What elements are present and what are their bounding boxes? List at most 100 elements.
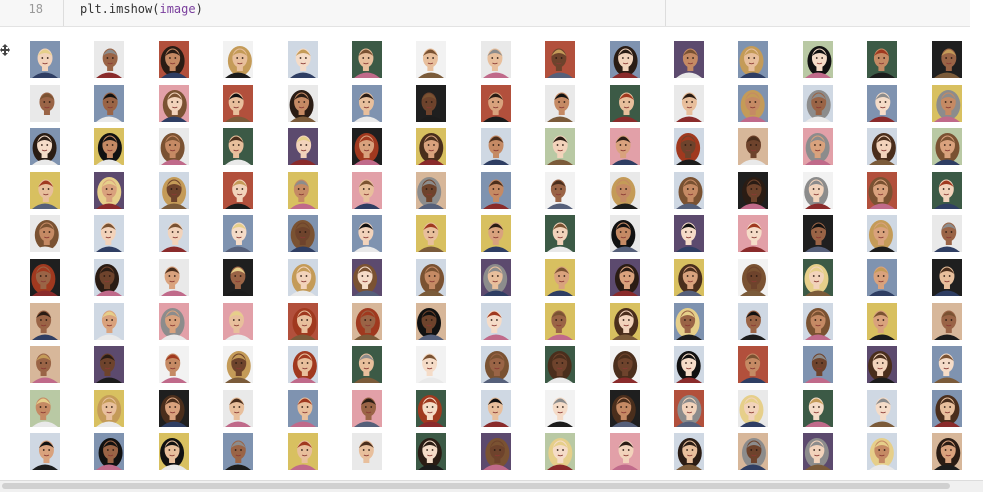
face-thumbnail	[480, 41, 511, 78]
face-thumbnail	[30, 171, 60, 209]
face-thumbnail	[287, 41, 318, 78]
face-thumbnail	[545, 302, 576, 340]
face-thumbnail	[223, 215, 254, 253]
output-area	[0, 27, 983, 479]
face-thumbnail	[223, 302, 254, 340]
face-thumbnail	[738, 346, 769, 384]
face-thumbnail	[545, 346, 576, 384]
face-thumbnail	[802, 84, 833, 122]
face-thumbnail	[545, 171, 576, 209]
face-thumbnail	[30, 41, 60, 78]
face-thumbnail	[867, 259, 898, 296]
face-thumbnail	[287, 128, 318, 166]
face-thumbnail	[738, 41, 769, 78]
face-thumbnail	[609, 84, 640, 122]
face-thumbnail	[480, 171, 511, 209]
face-thumbnail	[931, 389, 962, 427]
face-thumbnail	[416, 302, 447, 340]
code-close-paren: )	[195, 2, 203, 16]
face-thumbnail	[802, 171, 833, 209]
face-thumbnail	[931, 41, 962, 78]
face-thumbnail	[223, 433, 254, 471]
face-thumbnail	[223, 41, 254, 78]
horizontal-scrollbar[interactable]	[0, 480, 983, 492]
face-thumbnail	[158, 346, 189, 384]
face-thumbnail	[352, 84, 382, 122]
code-argument: image	[159, 2, 196, 16]
face-thumbnail	[802, 389, 833, 427]
face-thumbnail	[609, 389, 640, 427]
face-thumbnail	[158, 302, 189, 340]
face-thumbnail	[223, 389, 254, 427]
face-thumbnail	[674, 346, 704, 384]
expand-output-icon[interactable]	[0, 41, 10, 56]
face-thumbnail	[674, 41, 704, 78]
face-thumbnail	[287, 433, 318, 471]
face-thumbnail	[94, 171, 125, 209]
face-thumbnail	[802, 302, 833, 340]
face-thumbnail	[545, 84, 576, 122]
face-thumbnail	[738, 259, 769, 296]
face-thumbnail	[158, 171, 189, 209]
face-thumbnail	[802, 128, 833, 166]
face-thumbnail	[738, 128, 769, 166]
code-function: plt.imshow	[80, 2, 153, 16]
face-thumbnail	[931, 84, 962, 122]
face-thumbnail	[158, 215, 189, 253]
face-thumbnail	[674, 128, 704, 166]
face-thumbnail	[158, 41, 189, 78]
face-thumbnail	[609, 259, 640, 296]
face-thumbnail	[287, 259, 318, 296]
face-thumbnail	[158, 433, 189, 471]
line-number: 18	[28, 2, 43, 16]
face-thumbnail	[287, 215, 318, 253]
face-thumbnail	[416, 41, 447, 78]
face-thumbnail	[802, 259, 833, 296]
face-thumbnail	[352, 302, 382, 340]
face-thumbnail	[867, 346, 898, 384]
face-thumbnail	[802, 346, 833, 384]
face-thumbnail	[674, 302, 704, 340]
code-cell[interactable]: 18 plt.imshow(image)	[0, 0, 970, 27]
face-thumbnail	[931, 128, 962, 166]
code-line[interactable]: plt.imshow(image)	[80, 2, 203, 16]
face-thumbnail	[223, 171, 254, 209]
face-thumbnail	[30, 302, 60, 340]
face-thumbnail	[674, 389, 704, 427]
face-thumbnail	[416, 346, 447, 384]
face-thumbnail	[352, 41, 382, 78]
code-open-paren: (	[152, 2, 160, 16]
face-thumbnail	[545, 433, 576, 471]
face-thumbnail	[287, 346, 318, 384]
face-thumbnail	[287, 302, 318, 340]
face-thumbnail	[802, 41, 833, 78]
face-thumbnail	[94, 389, 125, 427]
face-thumbnail	[30, 346, 60, 384]
face-thumbnail	[545, 259, 576, 296]
face-thumbnail	[352, 128, 382, 166]
face-thumbnail	[352, 346, 382, 384]
face-thumbnail	[223, 128, 254, 166]
face-thumbnail	[609, 302, 640, 340]
face-thumbnail	[609, 171, 640, 209]
face-thumbnail	[931, 346, 962, 384]
face-thumbnail	[738, 302, 769, 340]
face-thumbnail	[30, 259, 60, 296]
face-thumbnail	[352, 215, 382, 253]
face-thumbnail	[30, 433, 60, 471]
face-thumbnail	[416, 389, 447, 427]
face-thumbnail	[674, 84, 704, 122]
face-thumbnail	[30, 389, 60, 427]
face-thumbnail	[867, 128, 898, 166]
face-thumbnail	[352, 259, 382, 296]
image-grid	[30, 41, 964, 477]
face-thumbnail	[158, 84, 189, 122]
cell-divider	[665, 0, 666, 26]
face-thumbnail	[416, 433, 447, 471]
face-thumbnail	[287, 389, 318, 427]
face-thumbnail	[609, 128, 640, 166]
face-thumbnail	[545, 128, 576, 166]
face-thumbnail	[674, 433, 704, 471]
face-thumbnail	[94, 433, 125, 471]
scrollbar-thumb[interactable]	[2, 483, 950, 489]
